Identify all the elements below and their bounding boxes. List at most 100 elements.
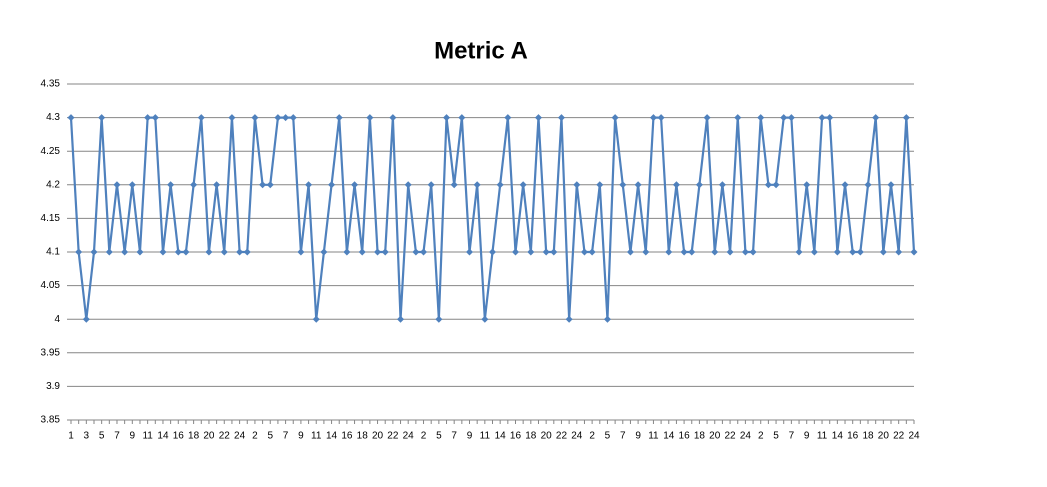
data-point bbox=[366, 114, 374, 122]
x-tick-label: 7 bbox=[114, 431, 120, 442]
x-tick-label: 16 bbox=[679, 431, 691, 442]
y-tick-label: 3.95 bbox=[41, 347, 61, 358]
data-point bbox=[128, 181, 136, 189]
data-point bbox=[351, 181, 359, 189]
data-point bbox=[849, 248, 857, 256]
data-point bbox=[443, 114, 451, 122]
data-point bbox=[381, 248, 389, 256]
x-tick-label: 9 bbox=[298, 431, 304, 442]
data-point bbox=[565, 315, 573, 323]
data-point bbox=[741, 248, 749, 256]
x-tick-label: 2 bbox=[589, 431, 595, 442]
data-point bbox=[473, 181, 481, 189]
x-tick-label: 5 bbox=[267, 431, 273, 442]
data-point bbox=[136, 248, 144, 256]
data-point bbox=[458, 114, 466, 122]
data-point bbox=[435, 315, 443, 323]
data-point bbox=[174, 248, 182, 256]
x-tick-label: 18 bbox=[694, 431, 706, 442]
data-point bbox=[404, 181, 412, 189]
data-point bbox=[251, 114, 259, 122]
x-tick-label: 16 bbox=[173, 431, 185, 442]
data-point bbox=[688, 248, 696, 256]
data-point bbox=[634, 181, 642, 189]
x-tick-label: 20 bbox=[878, 431, 890, 442]
x-tick-label: 18 bbox=[525, 431, 537, 442]
x-tick-label: 16 bbox=[341, 431, 353, 442]
data-point bbox=[197, 114, 205, 122]
data-point bbox=[412, 248, 420, 256]
y-tick-label: 4.3 bbox=[46, 112, 60, 123]
data-point bbox=[67, 114, 75, 122]
data-point bbox=[121, 248, 129, 256]
data-point bbox=[228, 114, 236, 122]
data-point bbox=[826, 114, 834, 122]
data-point bbox=[695, 181, 703, 189]
data-point bbox=[190, 181, 198, 189]
data-point bbox=[711, 248, 719, 256]
x-tick-label: 20 bbox=[709, 431, 721, 442]
x-tick-label: 2 bbox=[421, 431, 427, 442]
data-point bbox=[113, 181, 121, 189]
x-tick-label: 3 bbox=[84, 431, 90, 442]
data-point bbox=[588, 248, 596, 256]
data-point bbox=[818, 114, 826, 122]
x-tick-label: 5 bbox=[99, 431, 105, 442]
data-point bbox=[259, 181, 267, 189]
x-tick-label: 1 bbox=[68, 431, 74, 442]
x-tick-label: 7 bbox=[451, 431, 457, 442]
x-tick-label: 11 bbox=[817, 431, 828, 442]
data-point bbox=[213, 181, 221, 189]
chart-title: Metric A bbox=[434, 37, 528, 64]
data-point bbox=[205, 248, 213, 256]
data-point bbox=[557, 114, 565, 122]
x-tick-label: 14 bbox=[832, 431, 844, 442]
x-tick-label: 14 bbox=[326, 431, 338, 442]
x-tick-label: 9 bbox=[804, 431, 810, 442]
x-tick-label: 5 bbox=[436, 431, 442, 442]
x-tick-label: 18 bbox=[862, 431, 874, 442]
data-point bbox=[98, 114, 106, 122]
data-point bbox=[534, 114, 542, 122]
data-point bbox=[504, 114, 512, 122]
x-tick-label: 22 bbox=[387, 431, 399, 442]
x-tick-label: 24 bbox=[571, 431, 583, 442]
data-point bbox=[75, 248, 83, 256]
data-point bbox=[580, 248, 588, 256]
x-tick-label: 22 bbox=[219, 431, 231, 442]
data-point bbox=[297, 248, 305, 256]
x-tick-label: 2 bbox=[252, 431, 258, 442]
x-tick-label: 16 bbox=[847, 431, 859, 442]
x-tick-label: 7 bbox=[620, 431, 626, 442]
data-point bbox=[780, 114, 788, 122]
data-point bbox=[787, 114, 795, 122]
data-point bbox=[734, 114, 742, 122]
data-point bbox=[887, 181, 895, 189]
data-point bbox=[220, 248, 228, 256]
data-point bbox=[374, 248, 382, 256]
x-tick-label: 9 bbox=[635, 431, 641, 442]
data-point bbox=[764, 181, 772, 189]
data-point bbox=[649, 114, 657, 122]
data-point bbox=[772, 181, 780, 189]
x-tick-label: 7 bbox=[789, 431, 795, 442]
x-tick-label: 20 bbox=[541, 431, 553, 442]
x-tick-label: 24 bbox=[234, 431, 246, 442]
x-tick-label: 22 bbox=[725, 431, 737, 442]
data-point bbox=[626, 248, 634, 256]
data-point bbox=[795, 248, 803, 256]
data-point bbox=[519, 181, 527, 189]
data-point bbox=[703, 114, 711, 122]
x-tick-label: 14 bbox=[157, 431, 169, 442]
data-point bbox=[672, 181, 680, 189]
data-point bbox=[642, 248, 650, 256]
x-tick-label: 9 bbox=[130, 431, 136, 442]
data-point bbox=[895, 248, 903, 256]
x-tick-label: 22 bbox=[556, 431, 568, 442]
data-point bbox=[305, 181, 313, 189]
data-point bbox=[619, 181, 627, 189]
x-tick-label: 7 bbox=[283, 431, 289, 442]
data-point bbox=[573, 181, 581, 189]
data-point bbox=[427, 181, 435, 189]
y-tick-label: 4.35 bbox=[41, 79, 61, 90]
